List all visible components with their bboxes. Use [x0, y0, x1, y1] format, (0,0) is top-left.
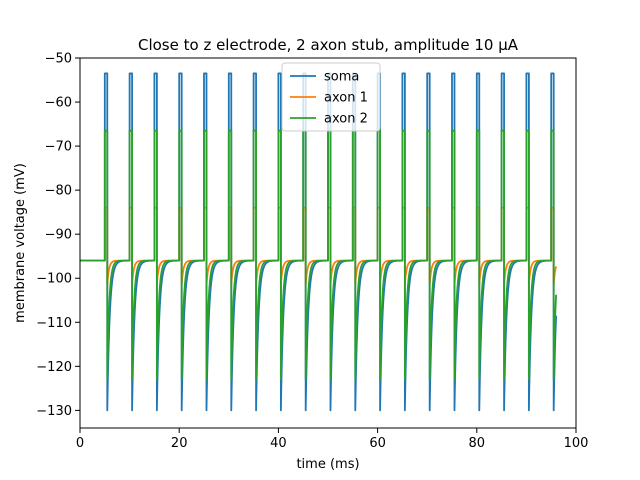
- chart-title: Close to z electrode, 2 axon stub, ampli…: [138, 36, 519, 54]
- legend-label: soma: [324, 70, 359, 85]
- y-tick-label: −50: [45, 52, 72, 67]
- y-tick-label: −60: [45, 96, 72, 111]
- x-tick-label: 20: [171, 436, 188, 451]
- series-line-3: [80, 129, 558, 381]
- x-tick-label: 60: [369, 436, 386, 451]
- legend-label: axon 2: [324, 112, 368, 127]
- y-tick-label: −120: [36, 360, 72, 375]
- y-axis: −130 −120 −110 −100 −90 −80 −70 −60 −50: [36, 52, 80, 419]
- x-axis-label: time (ms): [296, 457, 359, 472]
- legend: soma axon 1 axon 2: [281, 62, 381, 132]
- plot-area: [79, 57, 577, 429]
- y-tick-label: −70: [45, 140, 72, 155]
- y-axis-label: membrane voltage (mV): [13, 163, 28, 323]
- y-tick-label: −130: [36, 404, 72, 419]
- legend-label: axon 1: [324, 91, 368, 106]
- y-tick-label: −80: [45, 184, 72, 199]
- x-tick-label: 100: [564, 436, 589, 451]
- y-tick-label: −100: [36, 272, 72, 287]
- x-axis: 0 20 40 60 80 100: [76, 428, 589, 451]
- y-tick-label: −110: [36, 316, 72, 331]
- x-tick-label: 40: [270, 436, 287, 451]
- plot-frame: [79, 57, 577, 429]
- legend-box: [281, 62, 381, 132]
- x-tick-label: 0: [76, 436, 84, 451]
- x-tick-label: 80: [469, 436, 486, 451]
- y-tick-label: −90: [45, 228, 72, 243]
